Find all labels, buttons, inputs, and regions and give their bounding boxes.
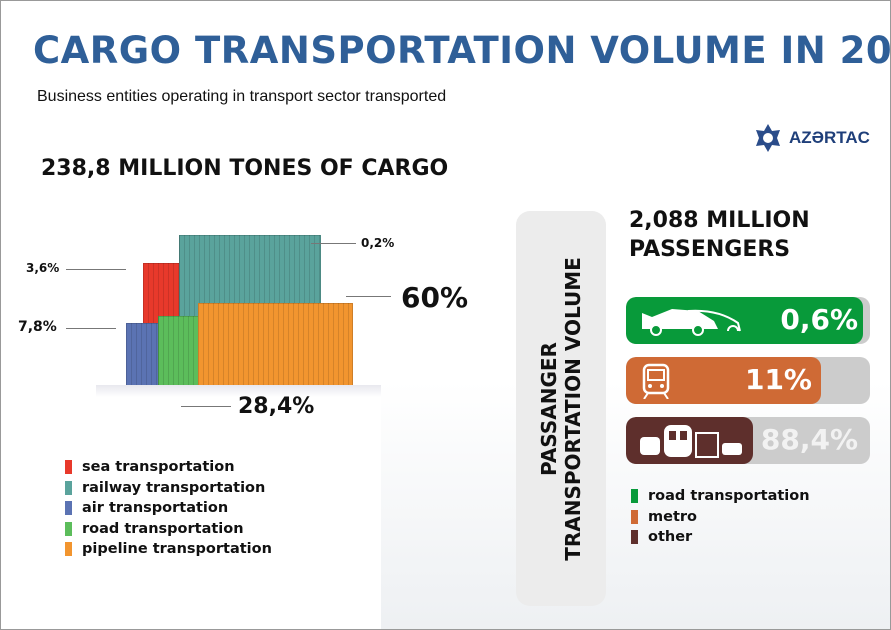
legend-swatch: [65, 460, 72, 475]
legend-swatch: [65, 542, 72, 557]
azertac-logo: AZƏRTAC: [753, 123, 870, 153]
legend-label: sea transportation: [82, 459, 235, 475]
road-percent-label: 28,4%: [238, 394, 315, 419]
metro-train-icon: [642, 363, 670, 399]
pipeline-percent-label: 60%: [401, 281, 469, 314]
bar-value: 88,4%: [760, 423, 858, 456]
legend-item: road transportation: [631, 486, 810, 507]
bar-metro: 11%: [626, 357, 870, 404]
legend-swatch: [65, 521, 72, 536]
legend-swatch: [65, 480, 72, 495]
legend-item: air transportation: [65, 498, 272, 519]
bar-value: 0,6%: [780, 303, 858, 336]
legend-item: railway transportation: [65, 478, 272, 499]
legend-label: road transportation: [82, 520, 244, 537]
mixed-transport-icon: [640, 425, 742, 458]
page-title: CARGO TRANSPORTATION VOLUME IN 2024: [33, 29, 891, 72]
panel-title-line: PASSANGER: [537, 342, 561, 476]
sea-percent-label: 3,6%: [26, 261, 60, 275]
pipeline-container: [198, 303, 353, 387]
subtitle: Business entities operating in transport…: [37, 88, 447, 105]
legend-label: railway transportation: [82, 479, 266, 496]
cargo-headline: 238,8 MILLION TONES OF CARGO: [41, 156, 449, 181]
car-icon: [642, 309, 741, 336]
legend-swatch: [631, 489, 638, 504]
legend-swatch: [631, 530, 638, 545]
bar-road: 0,6%: [626, 297, 870, 344]
legend-swatch: [65, 501, 72, 516]
passenger-side-panel: [516, 211, 606, 606]
legend-item: pipeline transportation: [65, 539, 272, 560]
headline-line: PASSENGERS: [629, 237, 791, 262]
panel-title-line: TRANSPORTATION VOLUME: [561, 257, 585, 561]
legend-label: air transportation: [82, 500, 229, 516]
legend-swatch: [631, 509, 638, 524]
air-percent-label: 7,8%: [18, 319, 57, 335]
bar-other: 88,4%: [626, 417, 870, 464]
logo-text: AZƏRTAC: [789, 128, 870, 147]
legend-item: road transportation: [65, 519, 272, 540]
legend-label: road transportation: [648, 488, 810, 504]
air-container: [126, 323, 160, 387]
legend-item: other: [631, 527, 810, 548]
legend-label: metro: [648, 508, 697, 525]
headline-line: 2,088 MILLION: [629, 208, 810, 233]
passenger-headline: 2,088 MILLION PASSENGERS: [629, 206, 810, 264]
star-emblem-icon: [756, 124, 780, 152]
cargo-legend: sea transportation railway transportatio…: [65, 457, 272, 560]
passenger-panel-title: PASSANGER TRANSPORTATION VOLUME: [537, 257, 585, 561]
road-container: [158, 316, 200, 387]
legend-item: metro: [631, 507, 810, 528]
passenger-legend: road transportation metro other: [631, 486, 810, 548]
legend-label: pipeline transportation: [82, 541, 272, 557]
legend-label: other: [648, 529, 693, 545]
legend-item: sea transportation: [65, 457, 272, 478]
bar-value: 11%: [744, 363, 812, 396]
railway-percent-label: 0,2%: [361, 236, 395, 250]
